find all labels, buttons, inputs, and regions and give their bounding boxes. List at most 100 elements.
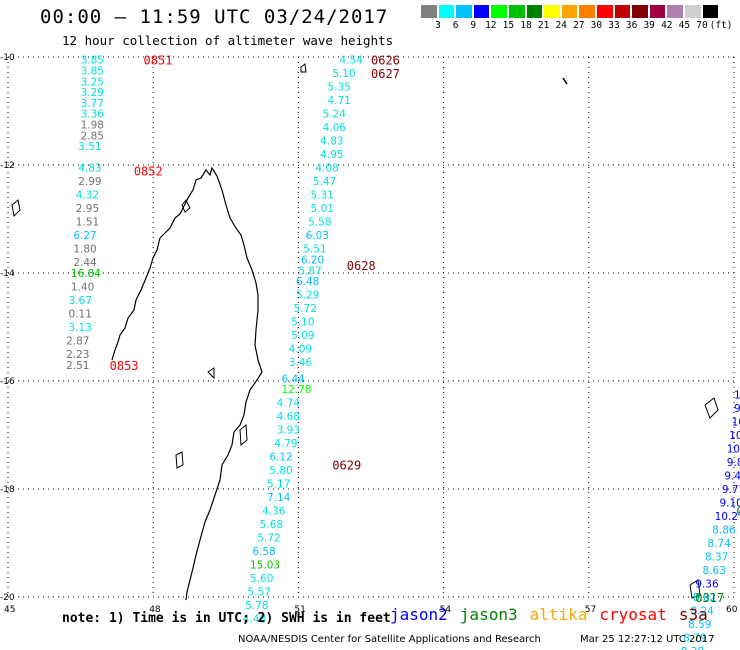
- swh-value-label: 1.40: [71, 282, 94, 294]
- coastline-east-path: [185, 371, 263, 601]
- swh-value-label: 2.85: [81, 130, 104, 142]
- swh-value-label: 3.13: [69, 322, 92, 334]
- swh-value-label: 6.58: [252, 546, 275, 558]
- color-scale-label: 6: [452, 20, 459, 31]
- color-scale-cell: [683, 4, 702, 19]
- latitude-tick-label: -12: [0, 161, 15, 171]
- swh-value-label: 10.41: [727, 444, 740, 456]
- swh-value-label: 5.58: [308, 217, 331, 229]
- swh-value-label: 3.36: [81, 109, 105, 121]
- swh-value-label: 6.03: [306, 230, 329, 242]
- map-grid: [7, 56, 735, 598]
- swh-value-label: 10.0: [732, 417, 740, 429]
- color-scale-cell: [666, 4, 684, 19]
- color-scale-label: (ft): [709, 20, 733, 31]
- latitude-tick-label: -16: [0, 377, 15, 387]
- swh-value-label: 2.23: [66, 349, 89, 361]
- swh-value-label: 10.: [734, 390, 740, 402]
- swh-value-label: 5.47: [313, 176, 336, 188]
- swh-value-label: 2.95: [76, 203, 99, 215]
- swh-value-label: 4.83: [78, 163, 101, 175]
- island-small-1: [11, 199, 21, 218]
- color-scale-label: 45: [678, 20, 691, 31]
- swh-value-label: 4.79: [274, 438, 297, 450]
- swh-value-label: 4.95: [320, 149, 343, 161]
- swh-value-label: 9.10: [719, 498, 740, 510]
- swh-value-label: 4.74: [277, 398, 301, 410]
- units-note: note: 1) Time is in UTC; 2) SWH is in fe…: [62, 611, 391, 626]
- pass-time-label: 0629: [332, 459, 361, 473]
- swh-value-label: 4.32: [76, 190, 99, 202]
- swh-value-label: 8.79: [683, 633, 706, 645]
- swh-value-label: 3.85: [81, 66, 104, 78]
- generated-timestamp: Mar 25 12:27:12 UTC 2017: [580, 634, 715, 645]
- swh-value-label: 5.72: [257, 533, 280, 545]
- swh-value-label: 3.77: [81, 98, 104, 110]
- pass-time-label: 03: [736, 505, 740, 519]
- pass-time-label: 0628: [347, 259, 376, 273]
- color-scale-label: 39: [643, 20, 655, 31]
- color-scale-label: 15: [502, 20, 515, 31]
- color-scale-cell: [560, 4, 579, 19]
- swh-value-label: 7.14: [267, 492, 291, 504]
- swh-value-label: 5.35: [327, 82, 350, 94]
- swh-value-label: 8.24: [690, 606, 714, 618]
- swh-value-label: 5.51: [303, 244, 326, 256]
- swh-value-label: 1.80: [73, 244, 96, 256]
- latitude-tick-label: -14: [0, 269, 15, 279]
- island-northeast: [562, 77, 568, 85]
- swh-value-label: 8.86: [712, 525, 736, 537]
- longitude-tick-label: 51: [294, 605, 305, 615]
- island-southeast: [689, 579, 701, 599]
- swh-value-label: 10.27: [715, 511, 740, 523]
- color-scale-label: 27: [573, 20, 585, 31]
- satellite-legend-jason2: jason2: [390, 605, 448, 624]
- swh-value-label: 5.24: [323, 109, 347, 121]
- color-scale-cell: [631, 4, 649, 19]
- color-scale-cell: [420, 4, 438, 19]
- swh-value-label: 9.81: [727, 457, 740, 469]
- coastline-path: [111, 166, 263, 373]
- island-small-4: [207, 367, 215, 380]
- swh-value-label: 9.: [734, 403, 740, 415]
- swh-value-label: 4.68: [277, 411, 300, 423]
- color-scale-cell: [507, 4, 526, 19]
- swh-value-label: 1.51: [76, 217, 99, 229]
- latitude-tick-label: -10: [0, 53, 15, 63]
- swh-value-label: 3.93: [277, 425, 300, 437]
- latitude-tick-label: -18: [0, 485, 15, 495]
- swh-value-label: 4.54: [340, 55, 364, 67]
- swh-value-label: 8.63: [703, 565, 726, 577]
- swh-value-label: 9.47: [724, 471, 740, 483]
- pass-time-label: 0627: [371, 67, 400, 81]
- swh-value-label: 0.11: [69, 309, 92, 321]
- island-nosy-be: [181, 199, 191, 213]
- satellite-legend-altika: altika: [529, 605, 588, 624]
- satellite-legend-jason3: jason3: [459, 605, 518, 624]
- color-scale-cell: [525, 4, 544, 19]
- wave-height-labels: 3.853.853.253.293.773.361.982.853.514.83…: [66, 55, 740, 650]
- swh-value-label: 5.17: [267, 479, 290, 491]
- swh-value-label: 6.20: [301, 255, 324, 267]
- color-scale-label: 42: [661, 20, 673, 31]
- swh-value-label: 6.12: [269, 452, 292, 464]
- swh-value-label: 5.78: [245, 600, 268, 612]
- swh-value-label: 8.37: [705, 552, 728, 564]
- swh-value-label: 3.85: [81, 55, 104, 67]
- swh-value-label: 5.60: [250, 573, 273, 585]
- coastline-madagascar: [11, 63, 719, 601]
- color-scale-bar: [420, 4, 720, 19]
- swh-value-label: 4.09: [289, 344, 312, 356]
- color-scale-label: 21: [537, 20, 550, 31]
- swh-value-label: 6.27: [73, 230, 96, 242]
- color-scale-cell: [455, 4, 473, 19]
- island-small-2: [239, 423, 248, 447]
- swh-value-label: 12.78: [281, 384, 311, 396]
- color-scale-cell: [578, 4, 596, 19]
- swh-value-label: 4.36: [262, 506, 286, 518]
- swh-value-label: 2.51: [66, 360, 89, 372]
- color-scale-label: 18: [520, 20, 532, 31]
- swh-value-label: 3.46: [289, 357, 313, 369]
- map-title: 00:00 – 11:59 UTC 03/24/2017: [40, 6, 389, 28]
